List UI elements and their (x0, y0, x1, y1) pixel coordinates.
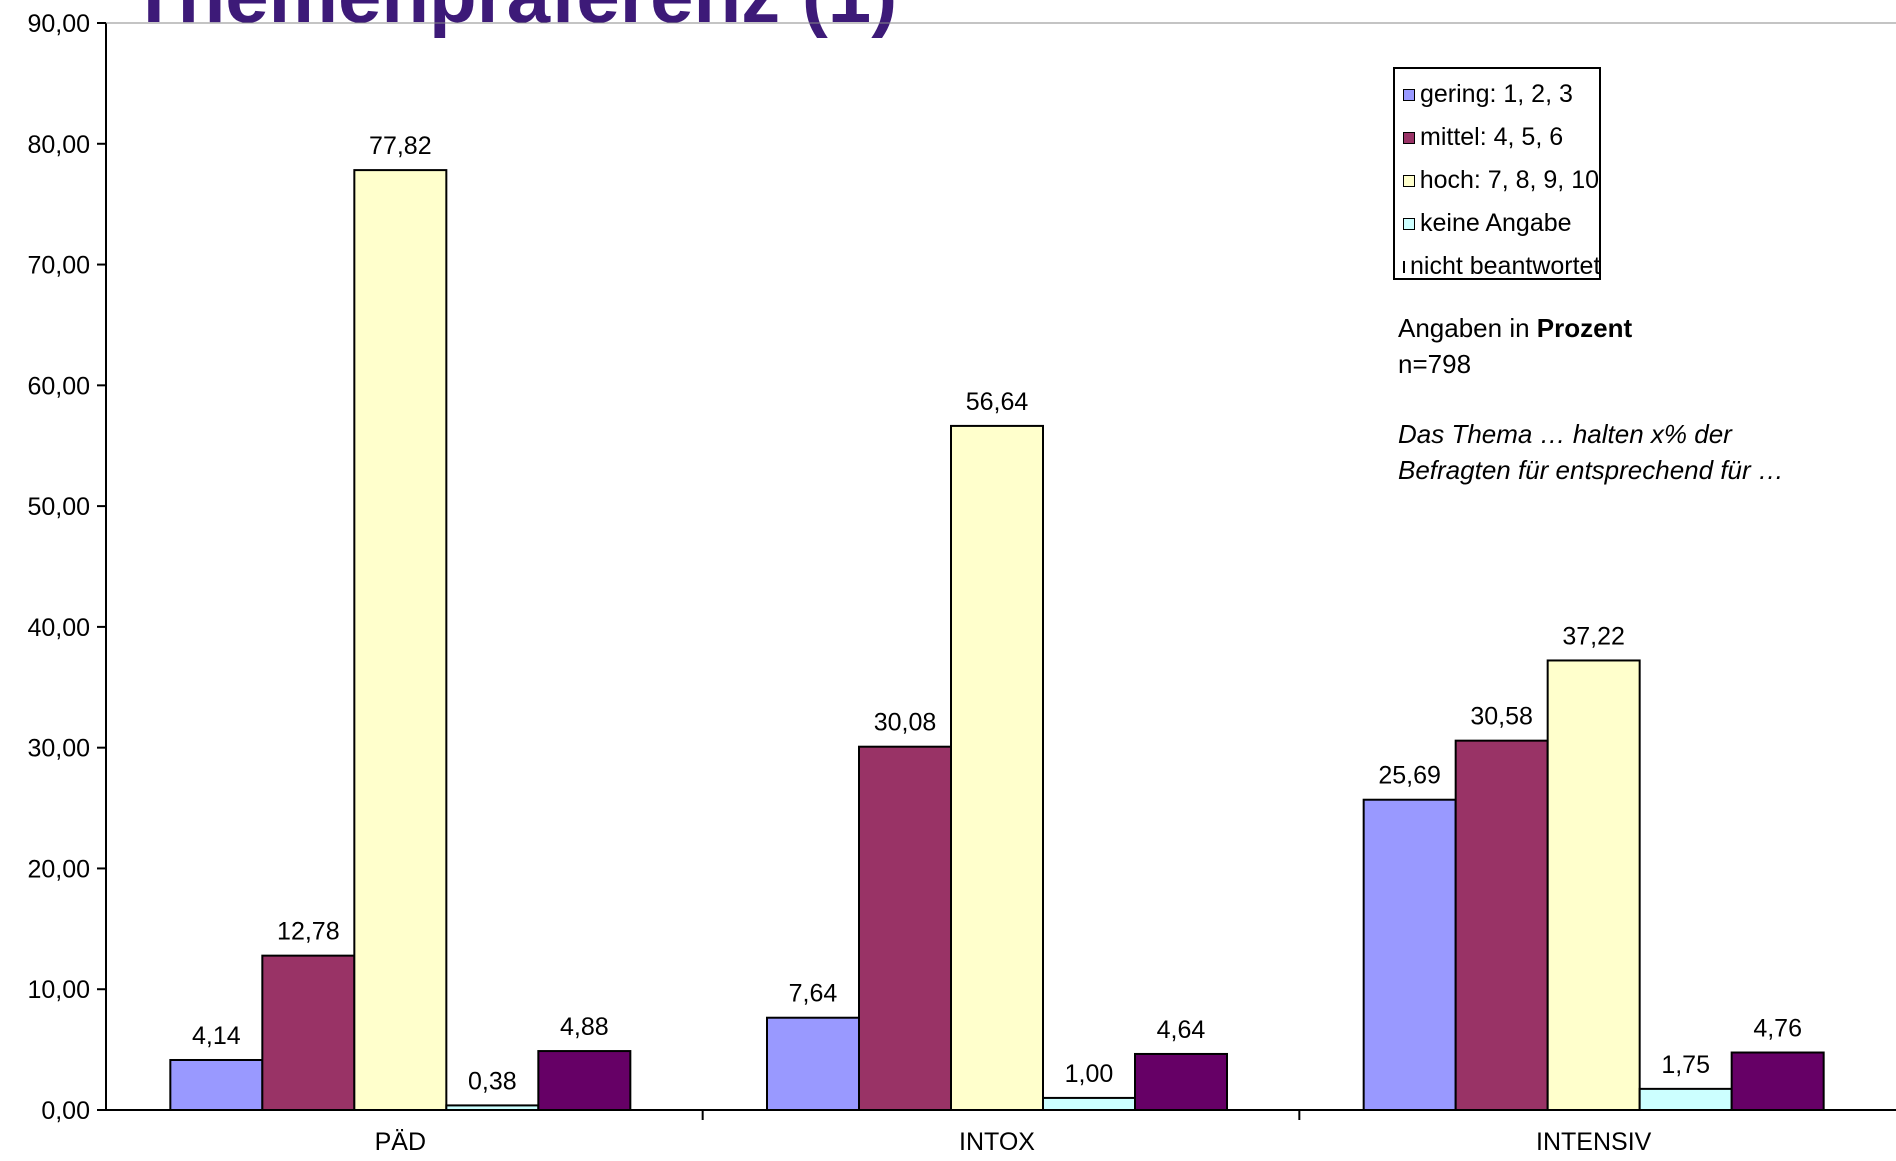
y-tick-label: 20,00 (27, 855, 90, 883)
data-label: 0,38 (468, 1067, 517, 1095)
y-tick-label: 0,00 (41, 1097, 90, 1125)
bar (445, 1104, 540, 1111)
legend-swatch (1403, 131, 1415, 144)
y-tick-label: 80,00 (27, 131, 90, 159)
y-tick-label: 40,00 (27, 614, 90, 642)
bar (1454, 739, 1549, 1111)
units-prefix: Angaben in (1398, 313, 1537, 343)
legend-swatch (1403, 174, 1415, 187)
data-label: 30,58 (1470, 703, 1533, 731)
legend-swatch (1403, 260, 1405, 273)
data-label: 37,22 (1562, 622, 1625, 650)
y-tick-label: 60,00 (27, 372, 90, 400)
x-tick-label: INTENSIV (1536, 1128, 1652, 1156)
sample-size: n=798 (1398, 349, 1472, 379)
bar (1546, 659, 1641, 1111)
data-label: 12,78 (277, 918, 340, 946)
legend-label: nicht beantwortet (1410, 252, 1601, 280)
data-label: 7,64 (789, 980, 838, 1008)
data-label: 56,64 (966, 388, 1029, 416)
legend-item: mittel: 4, 5, 6 (1395, 116, 1599, 159)
bar (1362, 798, 1457, 1111)
chart-axes: 0,00 10,00 20,00 30,00 40,00 50,00 60,00 70,00 8… (27, 10, 1896, 1156)
legend-item: gering: 1, 2, 3 (1395, 73, 1599, 116)
chart-bars (169, 169, 1825, 1112)
bar (950, 424, 1044, 1111)
units-bold: Prozent (1536, 313, 1633, 343)
units-note: Angaben in Prozent (1398, 310, 1878, 346)
data-label: 4,88 (560, 1013, 609, 1041)
bar (1730, 1051, 1825, 1111)
chart-legend: gering: 1, 2, 3 mittel: 4, 5, 6 hoch: 7, 8… (1393, 67, 1601, 280)
y-tick-label: 50,00 (27, 493, 90, 521)
y-tick-label: 70,00 (27, 252, 90, 280)
data-label: 1,00 (1065, 1060, 1114, 1088)
data-label: 4,64 (1157, 1016, 1206, 1044)
y-tick-label: 30,00 (27, 735, 90, 763)
legend-swatch (1403, 217, 1415, 230)
legend-label: gering: 1, 2, 3 (1420, 80, 1573, 108)
bar (261, 954, 356, 1111)
bar (1042, 1096, 1136, 1112)
bar (766, 1016, 860, 1111)
data-label: 4,14 (192, 1022, 241, 1050)
legend-swatch (1403, 88, 1415, 101)
bar (169, 1058, 264, 1112)
data-label: 4,76 (1753, 1015, 1802, 1043)
caption-line-1: Das Thema … halten x% der (1398, 419, 1732, 449)
x-tick-label: PÄD (375, 1128, 426, 1156)
legend-item: hoch: 7, 8, 9, 10 (1395, 159, 1599, 202)
bar (353, 169, 448, 1111)
x-tick-label: INTOX (959, 1128, 1035, 1156)
data-label: 1,75 (1661, 1051, 1710, 1079)
bar (1134, 1052, 1228, 1111)
data-label: 30,08 (874, 709, 937, 737)
y-tick-label: 10,00 (27, 976, 90, 1004)
bar (537, 1050, 632, 1111)
page-title: Themenpräferenz (1) (130, 0, 897, 39)
legend-label: hoch: 7, 8, 9, 10 (1419, 166, 1599, 194)
chart-note: Angaben in Prozent n=798 Das Thema … hal… (1398, 310, 1878, 488)
chart-data-labels: 4,14 12,78 77,82 0,38 4,88 7,64 30,08 56,64 1,00… (192, 132, 1802, 1095)
caption-line-2: Befragten für entsprechend für … (1398, 455, 1784, 485)
bar (1638, 1087, 1733, 1112)
bar (858, 745, 952, 1111)
data-label: 25,69 (1378, 762, 1441, 790)
legend-label: keine Angabe (1420, 209, 1572, 237)
y-tick-label: 90,00 (27, 10, 90, 38)
legend-item: keine Angabe (1395, 202, 1599, 245)
data-label: 77,82 (369, 132, 432, 160)
legend-item: nicht beantwortet (1395, 245, 1601, 288)
legend-label: mittel: 4, 5, 6 (1420, 123, 1564, 151)
